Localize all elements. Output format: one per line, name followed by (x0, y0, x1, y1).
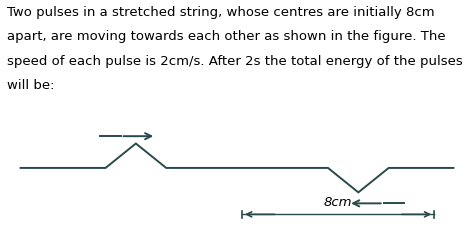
Text: speed of each pulse is 2cm/s. After 2s the total energy of the pulses: speed of each pulse is 2cm/s. After 2s t… (7, 55, 463, 68)
Text: will be:: will be: (7, 79, 55, 92)
Text: Two pulses in a stretched string, whose centres are initially 8cm: Two pulses in a stretched string, whose … (7, 6, 435, 19)
Text: 8cm: 8cm (324, 196, 352, 210)
Text: apart, are moving towards each other as shown in the figure. The: apart, are moving towards each other as … (7, 30, 446, 43)
